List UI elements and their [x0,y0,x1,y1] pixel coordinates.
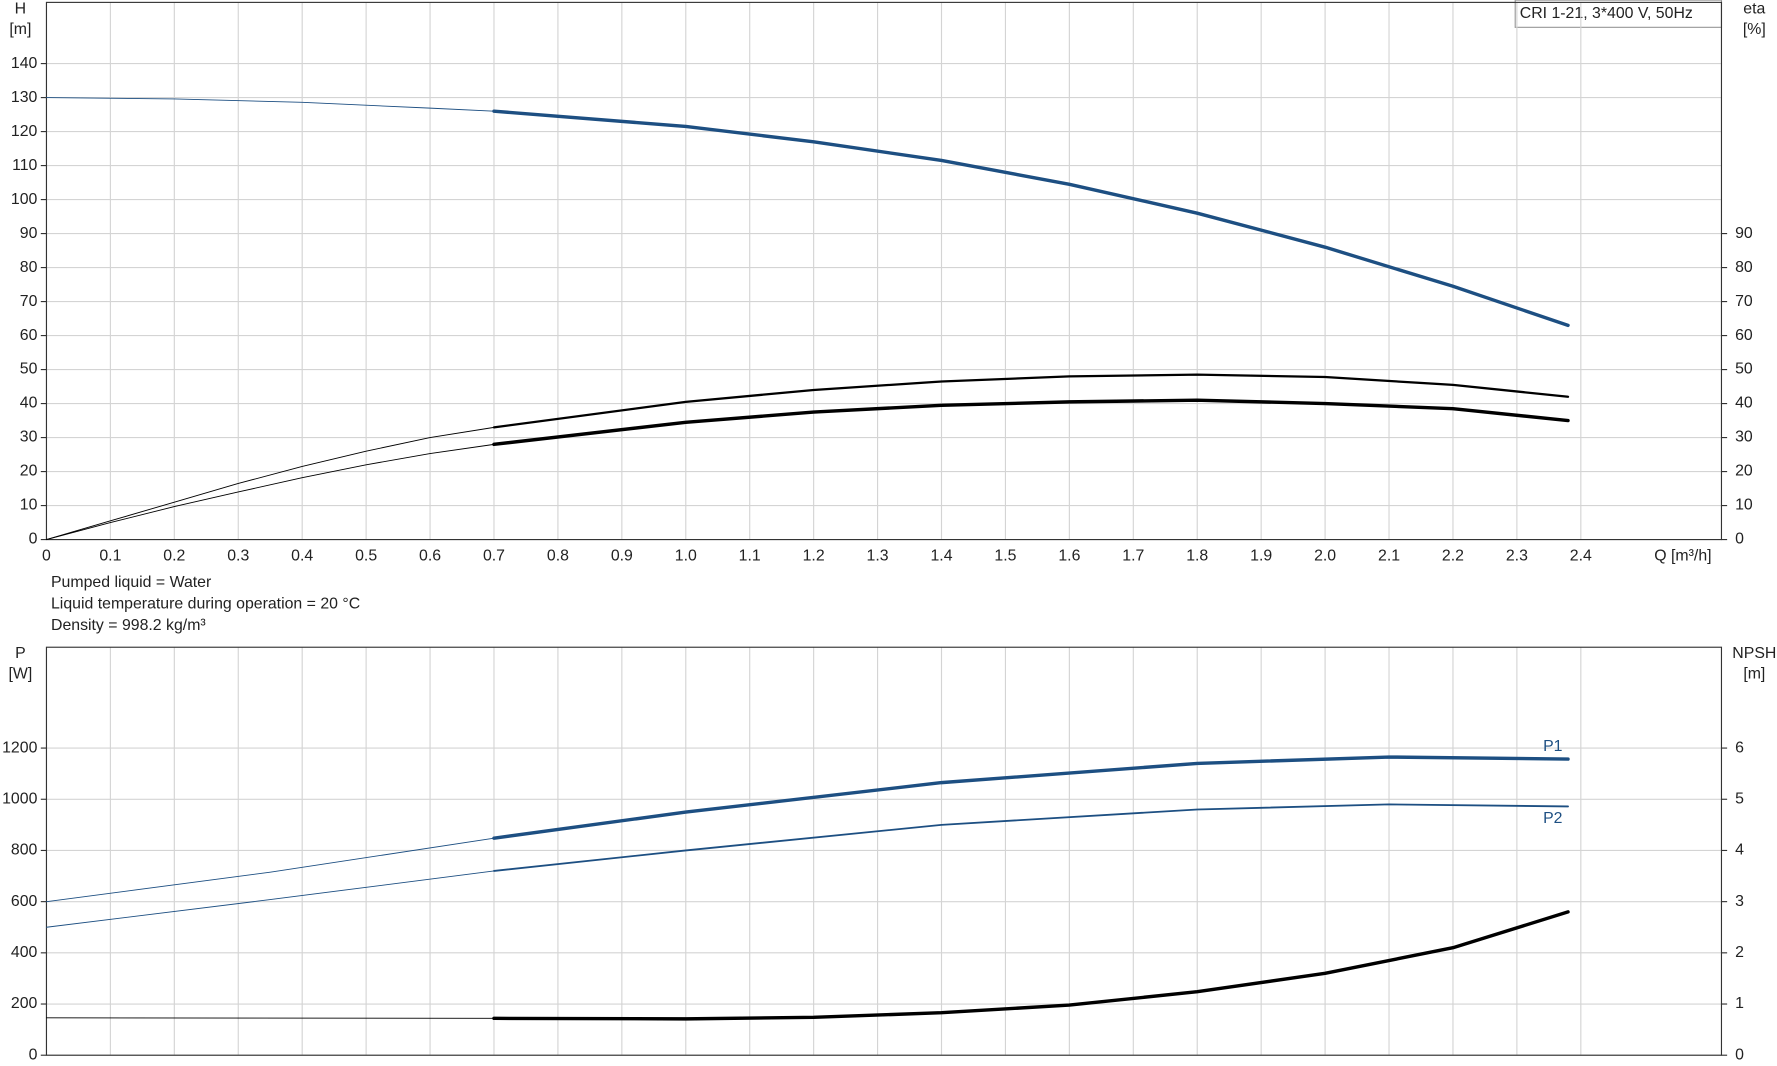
y-tick-label: 70 [20,293,38,310]
y-tick-label: 80 [20,259,38,276]
y2-tick-label: 5 [1735,790,1744,807]
curve [46,426,495,541]
x-tick-label: 0.9 [611,548,633,565]
y2-tick-label: 60 [1735,327,1753,344]
x-tick-label: 2.0 [1314,548,1336,565]
y-tick-label: 0 [29,1046,38,1061]
note: Density = 998.2 kg/m³ [51,617,206,634]
curve [492,373,1570,429]
y2-tick-label: 2 [1735,944,1744,961]
x-tick-label: 1.6 [1058,548,1080,565]
x-tick-label: 1.7 [1122,548,1144,565]
y-tick-label: 100 [11,191,38,208]
x-tick-label: 1.0 [675,548,697,565]
plot-frame [45,646,1723,1056]
x-tick-label: 0 [42,548,51,565]
curve [46,870,495,928]
y2-tick-label: 90 [1735,225,1753,242]
y2-tick-label: 80 [1735,259,1753,276]
y2-tick-label: 4 [1735,842,1744,859]
series-label: P1 [1543,738,1563,755]
x-tick-label: 2.1 [1378,548,1400,565]
note: Pumped liquid = Water [51,574,212,591]
y-tick-label: 800 [11,842,38,859]
x-tick-label: 0.5 [355,548,377,565]
y-tick-label: 1200 [2,739,37,756]
x-tick-label: 1.3 [867,548,889,565]
curve [46,97,495,112]
curve [46,1017,495,1019]
curve [492,910,1570,1021]
x-tick-label: 1.8 [1186,548,1208,565]
x-tick-label: 0.8 [547,548,569,565]
x-tick-label: 0.7 [483,548,505,565]
y-unit: [m] [9,21,31,38]
y-tick-label: 140 [11,55,38,72]
title-box [1514,0,1723,28]
y2-tick-label: 70 [1735,293,1753,310]
y-tick-label: 120 [11,123,38,140]
curve [492,398,1570,447]
y-tick-label: 1000 [2,790,37,807]
y2-unit: [%] [1743,21,1766,38]
chart-title: CRI 1-21, 3*400 V, 50Hz [1520,5,1693,22]
y-tick-label: 130 [11,89,38,106]
note: Liquid temperature during operation = 20… [51,595,360,612]
y2-label: eta [1743,0,1765,17]
series-label: P2 [1543,810,1563,827]
y2-tick-label: 6 [1735,739,1744,756]
y2-tick-label: 10 [1735,497,1753,514]
y-tick-label: 20 [20,463,38,480]
y2-tick-label: 0 [1735,1046,1744,1061]
y-tick-label: 30 [20,429,38,446]
y-tick-label: 90 [20,225,38,242]
y-tick-label: 600 [11,893,38,910]
curve [492,755,1570,840]
plot-frame [45,1,1723,541]
x-tick-label: 2.3 [1506,548,1528,565]
x-tick-label: 2.4 [1570,548,1592,565]
curve [46,837,495,903]
curve [493,803,1569,872]
y-tick-label: 0 [29,531,38,548]
x-tick-label: 1.9 [1250,548,1272,565]
x-tick-label: 1.4 [930,548,952,565]
x-tick-label: 2.2 [1442,548,1464,565]
y-tick-label: 400 [11,944,38,961]
curve [46,443,495,541]
x-tick-label: 0.2 [163,548,185,565]
y-tick-label: 110 [12,157,37,174]
y2-tick-label: 3 [1735,893,1744,910]
y-tick-label: 10 [20,497,38,514]
y-tick-label: 50 [20,361,38,378]
x-tick-label: 1.5 [994,548,1016,565]
x-tick-label: 0.3 [227,548,249,565]
y-tick-label: 200 [11,995,38,1012]
y2-tick-label: 50 [1735,361,1753,378]
y2-unit: [m] [1743,666,1765,683]
x-tick-label: 0.4 [291,548,313,565]
y-tick-label: 40 [20,395,38,412]
y2-tick-label: 30 [1735,429,1753,446]
y-tick-label: 60 [20,327,38,344]
y2-tick-label: 40 [1735,395,1753,412]
y2-tick-label: 20 [1735,463,1753,480]
y-label: H [15,0,26,17]
y2-label: NPSH [1732,645,1776,662]
y-unit: [W] [9,666,33,683]
x-tick-label: 0.6 [419,548,441,565]
x-label: Q [m³/h] [1654,548,1711,565]
y-label: P [15,645,26,662]
x-tick-label: 1.2 [803,548,825,565]
x-tick-label: 1.1 [739,548,761,565]
x-tick-label: 0.1 [99,548,121,565]
y2-tick-label: 1 [1735,995,1744,1012]
y2-tick-label: 0 [1735,531,1744,548]
curve [492,109,1570,328]
